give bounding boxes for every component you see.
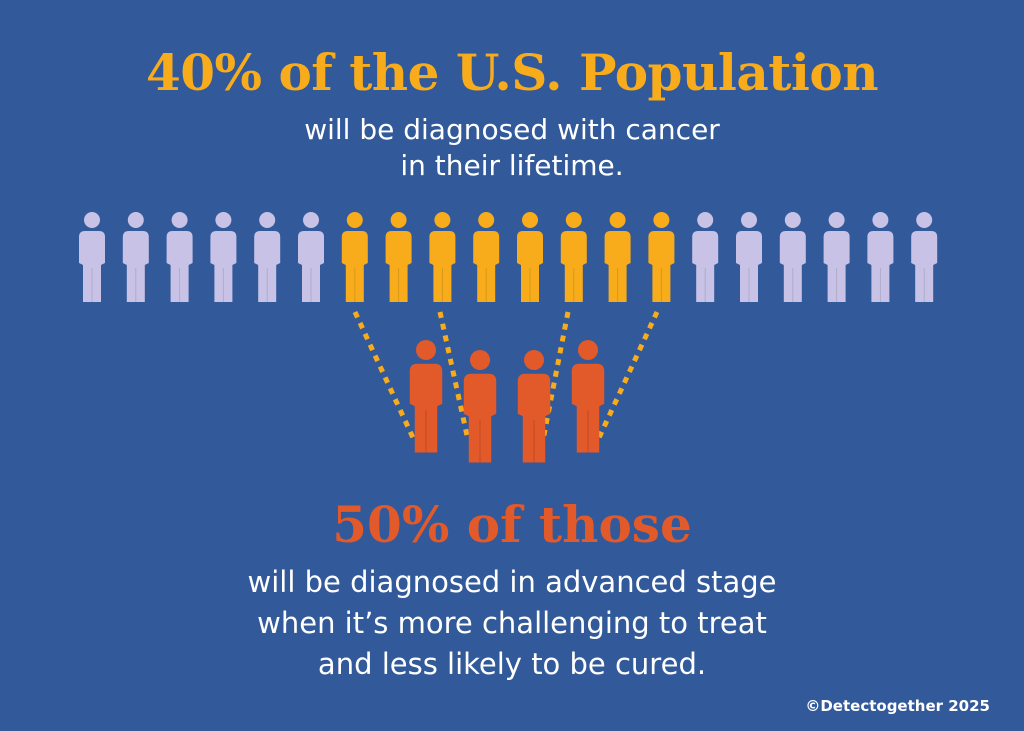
subline-line-1: will be diagnosed with cancer xyxy=(304,113,720,146)
headline-50-percent: 50% of those xyxy=(332,495,692,554)
diagnosed-person-icon xyxy=(385,212,412,302)
diagnosed-person-icon xyxy=(648,212,675,302)
advanced-stage-person-icon xyxy=(517,350,551,463)
subline2-line-3: and less likely to be cured. xyxy=(317,647,707,681)
population-person-icon xyxy=(166,212,193,302)
population-person-icon xyxy=(210,212,237,302)
diagnosed-person-icon xyxy=(429,212,456,302)
subline2-line-2: when it’s more challenging to treat xyxy=(257,606,767,640)
advanced-stage-person-icon xyxy=(571,340,605,453)
population-person-icon xyxy=(736,212,762,302)
diagnosed-person-icon xyxy=(560,212,587,302)
subline-line-2: in their lifetime. xyxy=(400,149,624,182)
population-person-icon xyxy=(692,212,719,302)
copyright-notice: ©Detectogether 2025 xyxy=(805,697,990,715)
subline2-line-1: will be diagnosed in advanced stage xyxy=(247,565,777,599)
diagnosed-person-icon xyxy=(604,212,631,302)
population-person-icon xyxy=(79,212,105,302)
population-person-icon xyxy=(823,212,850,302)
subline-advanced-stage: will be diagnosed in advanced stage when… xyxy=(0,562,1024,685)
connector-line xyxy=(595,310,660,442)
population-person-icon xyxy=(911,212,938,302)
population-person-icon xyxy=(122,212,149,302)
diagnosed-person-icon xyxy=(473,212,500,302)
population-person-icon xyxy=(867,212,894,302)
diagnosed-person-icon xyxy=(341,212,368,302)
diagnosed-person-icon xyxy=(517,212,543,302)
advanced-stage-person-icon xyxy=(463,350,497,463)
headline-40-percent: 40% of the U.S. Population xyxy=(145,43,879,102)
connector-line xyxy=(437,311,471,441)
connector-line xyxy=(540,311,571,441)
advanced-stage-person-icon xyxy=(409,340,443,453)
subline-diagnosed: will be diagnosed with cancer in their l… xyxy=(0,112,1024,184)
population-person-icon xyxy=(779,212,806,302)
connector-line xyxy=(352,310,417,442)
population-person-icon xyxy=(254,212,281,302)
population-person-icon xyxy=(298,212,324,302)
